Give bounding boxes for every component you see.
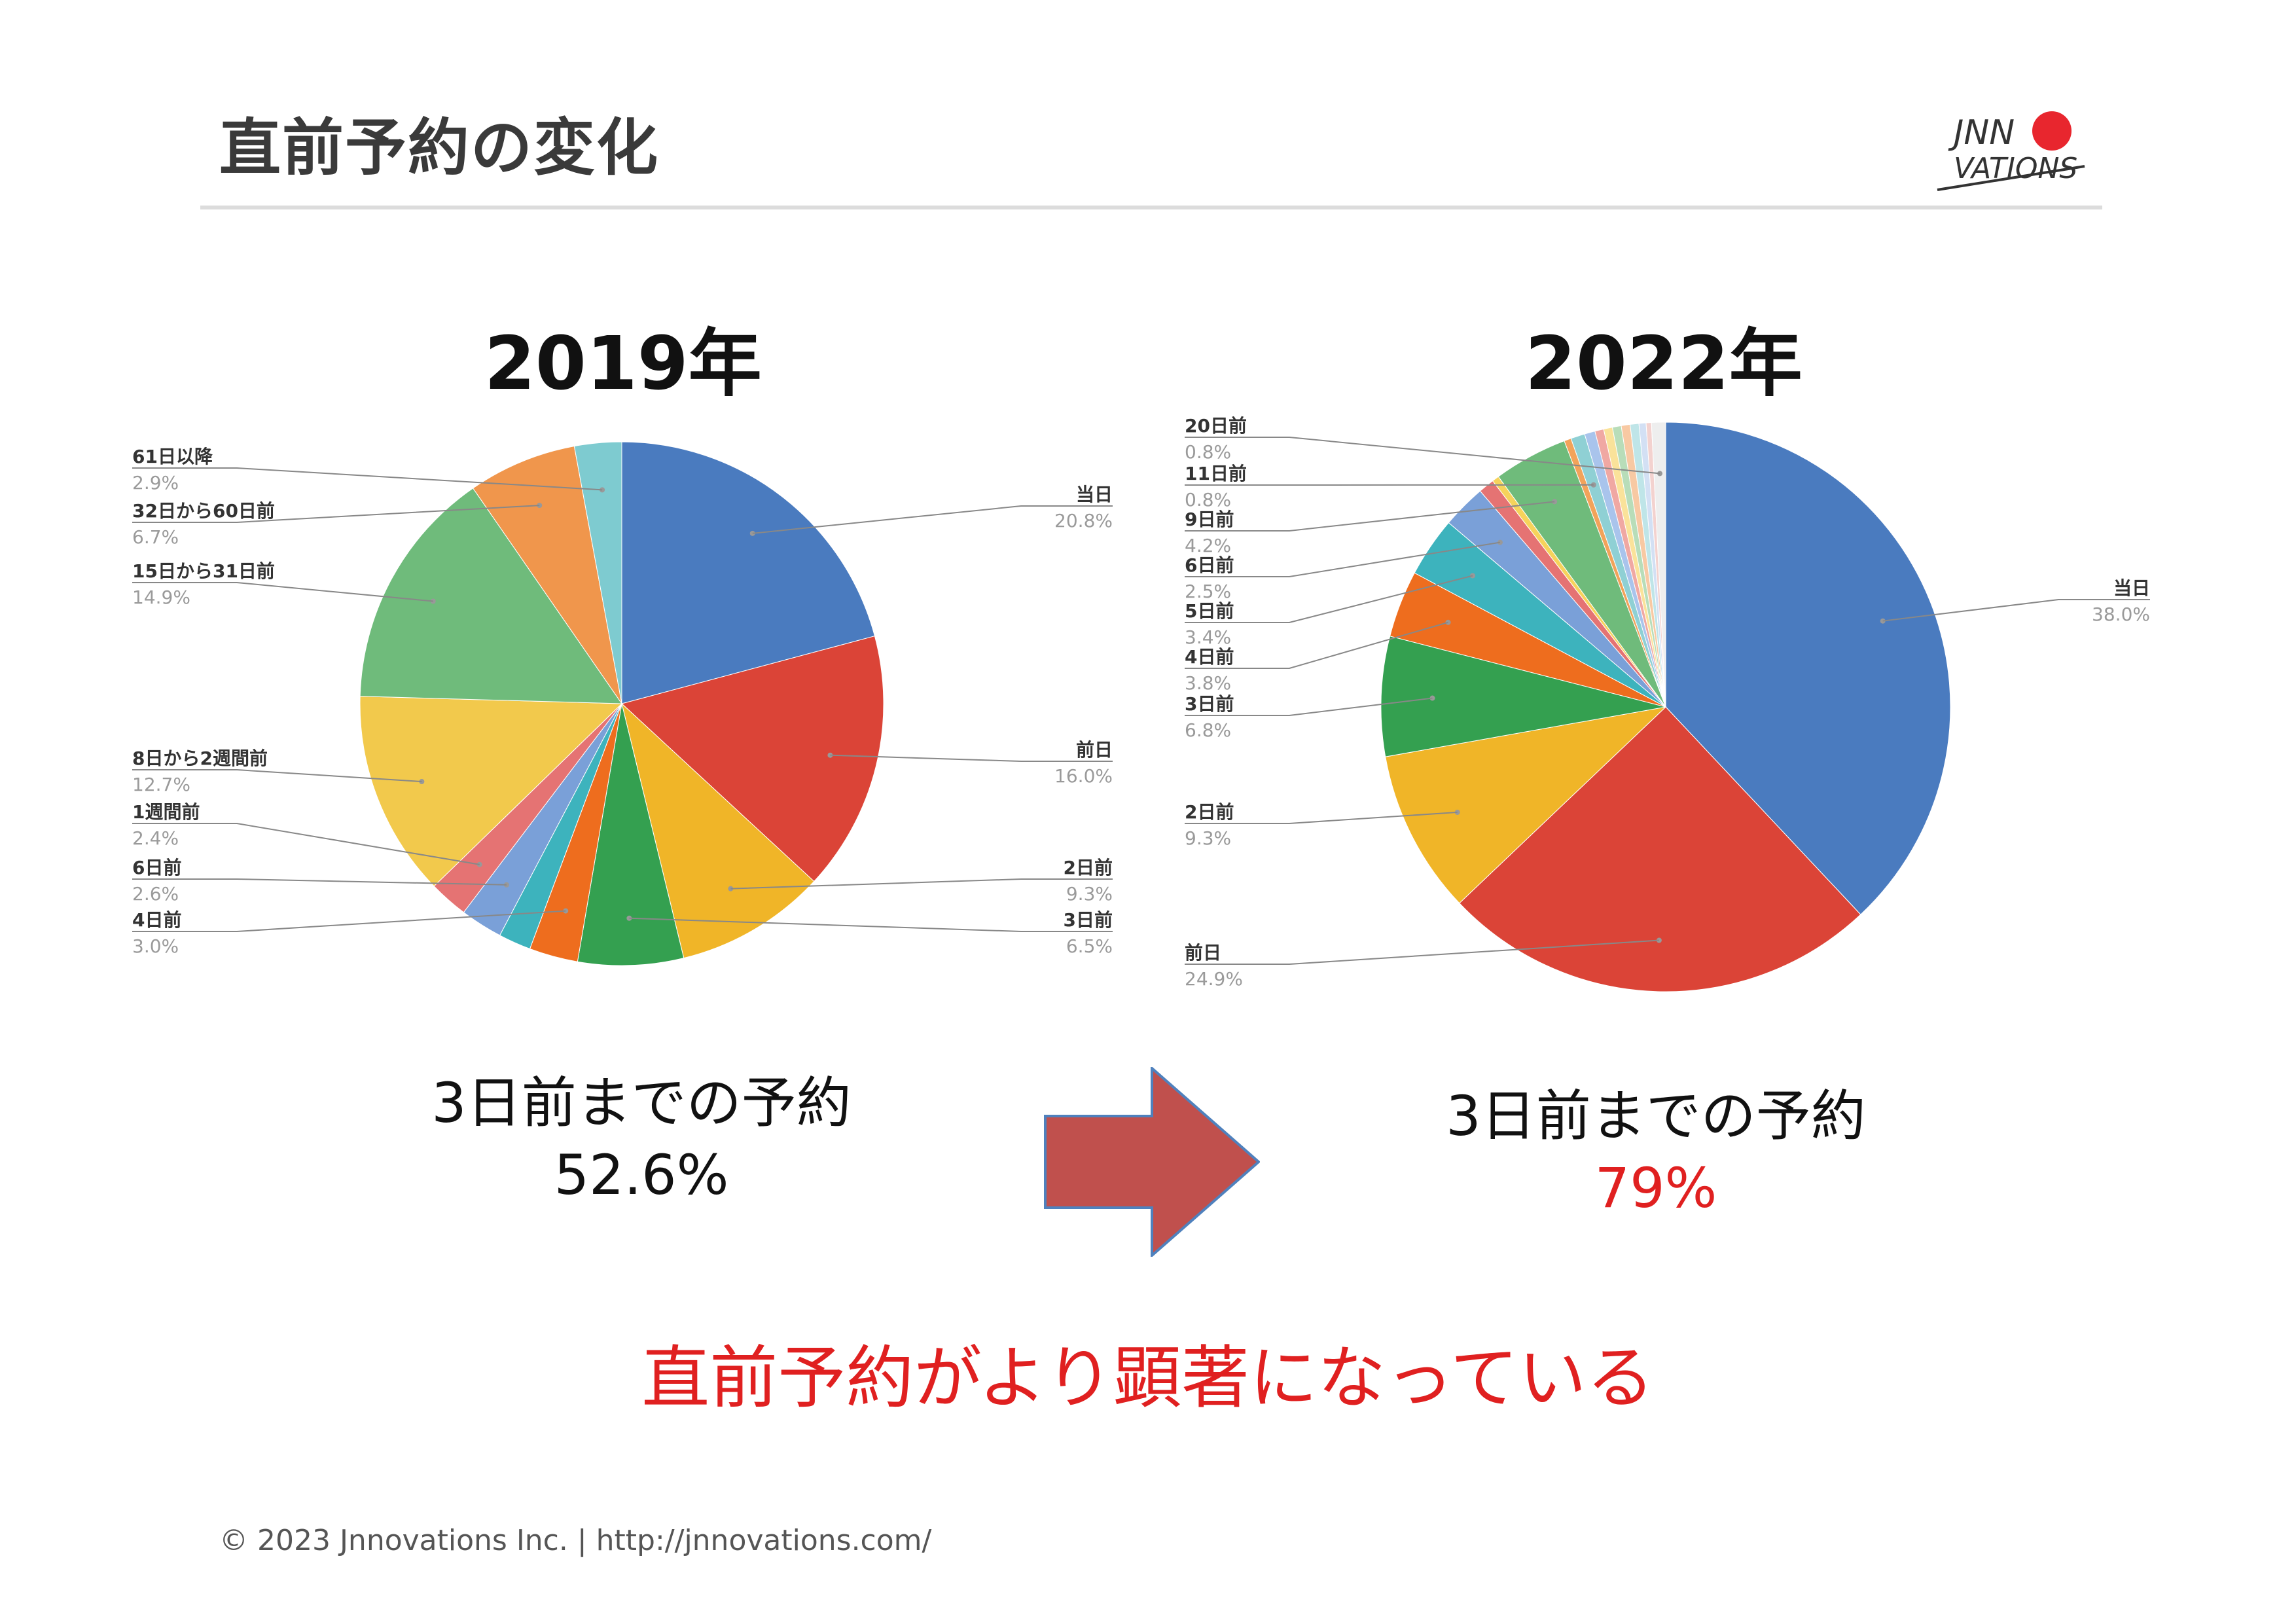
leader-line xyxy=(1185,621,1448,669)
chart-title-2022: 2022年 xyxy=(1525,321,1803,406)
pie-slice xyxy=(1665,422,1951,915)
slice-value-label: 0.8% xyxy=(1185,441,1231,463)
slice-value-label: 3.8% xyxy=(1185,672,1231,694)
summary-2019: 3日前までの予約 52.6% xyxy=(380,1067,903,1211)
slice-value-label: 2.6% xyxy=(132,883,179,905)
slice-value-label: 3.4% xyxy=(1185,626,1231,648)
leader-line xyxy=(1185,501,1555,532)
logo-text-bottom: VATIONS xyxy=(1954,152,2077,185)
leader-line xyxy=(1185,437,1660,475)
slice-value-label: 6.5% xyxy=(1066,935,1113,957)
leader-line xyxy=(629,917,1113,932)
slice-name-label: 当日 xyxy=(2113,577,2150,599)
slice-value-label: 9.3% xyxy=(1185,827,1231,849)
pie-slice xyxy=(359,696,623,887)
leader-line xyxy=(132,910,566,932)
slice-name-label: 前日 xyxy=(1185,942,1221,964)
slice-name-label: 32日から60日前 xyxy=(132,500,275,522)
slice-name-label: 5日前 xyxy=(1185,600,1234,622)
chart-title-2019: 2019年 xyxy=(484,321,762,406)
logo-red-circle xyxy=(2032,111,2072,151)
leader-line xyxy=(132,769,422,783)
pie-slice xyxy=(577,703,685,966)
slice-name-label: 4日前 xyxy=(132,909,181,931)
logo-text-top: JNN xyxy=(1948,113,2015,153)
pie-group-2022: 当日 38.0% 前日 24.9% 2日前 9.3% 3日前 6.8% 4日前 3.8% 5日前 3.… xyxy=(1185,415,2150,992)
leader-line xyxy=(132,467,603,491)
summary-2019-label: 3日前までの予約 xyxy=(431,1071,852,1135)
conclusion-text: 直前予約がより顕著になっている xyxy=(641,1338,1655,1418)
slice-name-label: 6日前 xyxy=(132,857,181,878)
slice-value-label: 12.7% xyxy=(132,774,190,795)
slice-value-label: 38.0% xyxy=(2092,604,2150,625)
slide-title: 直前予約の変化 xyxy=(219,113,660,184)
pie-slice xyxy=(359,488,622,704)
leader-line xyxy=(730,878,1113,890)
slice-value-label: 2.9% xyxy=(132,472,179,494)
slice-name-label: 8日から2週間前 xyxy=(132,748,268,769)
slice-name-label: 3日前 xyxy=(1185,693,1234,715)
leader-line xyxy=(830,754,1113,762)
pie-slice xyxy=(1385,706,1667,904)
pie-slice xyxy=(472,446,622,704)
slice-name-label: 4日前 xyxy=(1185,646,1234,668)
leader-line xyxy=(132,582,433,602)
slice-name-label: 3日前 xyxy=(1064,909,1113,931)
pie-slice xyxy=(1651,422,1666,708)
slice-name-label: 61日以降 xyxy=(132,446,213,467)
logo-underline xyxy=(1937,165,2085,191)
slice-value-label: 2.5% xyxy=(1185,581,1231,602)
leader-line xyxy=(1185,939,1659,965)
leader-line xyxy=(132,505,540,523)
pie-slice xyxy=(621,702,815,959)
slice-name-label: 9日前 xyxy=(1185,509,1234,530)
slice-name-label: 6日前 xyxy=(1185,554,1234,576)
summary-2019-value: 52.6% xyxy=(554,1143,729,1207)
pie-slice xyxy=(1459,706,1861,992)
leader-line xyxy=(1185,541,1501,577)
leader-line xyxy=(132,823,480,865)
pie-slice xyxy=(1380,636,1666,757)
slice-value-label: 14.9% xyxy=(132,586,190,608)
slice-name-label: 1週間前 xyxy=(132,801,200,823)
right-arrow xyxy=(1044,1067,1260,1257)
slice-value-label: 16.0% xyxy=(1054,765,1113,787)
pie-slice xyxy=(573,441,622,704)
slice-value-label: 3.0% xyxy=(132,935,179,957)
summary-2022: 3日前までの予約 79% xyxy=(1394,1080,1918,1224)
pie-slice xyxy=(620,636,884,882)
slice-value-label: 6.8% xyxy=(1185,719,1231,741)
slice-name-label: 2日前 xyxy=(1064,857,1113,878)
pie-group-2019: 当日 20.8% 前日 16.0% 2日前 9.3% 3日前 6.5% 4日前 3.0% 6日前 2.… xyxy=(132,441,1113,966)
arrow-shape xyxy=(1044,1067,1260,1257)
company-logo: JNN VATIONS xyxy=(1937,111,2085,191)
leader-line xyxy=(132,878,507,886)
summary-2022-label: 3日前までの予約 xyxy=(1446,1084,1866,1148)
slice-value-label: 9.3% xyxy=(1066,883,1113,905)
leader-line xyxy=(1185,697,1433,716)
slice-value-label: 4.2% xyxy=(1185,535,1231,556)
slice-name-label: 20日前 xyxy=(1185,415,1247,437)
slice-value-label: 20.8% xyxy=(1054,510,1113,532)
slice-name-label: 15日から31日前 xyxy=(132,560,275,582)
slice-value-label: 24.9% xyxy=(1185,968,1243,990)
slice-name-label: 11日前 xyxy=(1185,463,1247,484)
pie-slice xyxy=(621,441,876,704)
title-divider xyxy=(200,206,2102,209)
slice-value-label: 2.4% xyxy=(132,827,179,849)
slice-name-label: 2日前 xyxy=(1185,801,1234,823)
leader-line xyxy=(1185,811,1458,824)
slice-value-label: 6.7% xyxy=(132,526,179,548)
summary-2022-value: 79% xyxy=(1594,1156,1717,1220)
leader-line xyxy=(752,505,1113,534)
slice-value-label: 0.8% xyxy=(1185,489,1231,511)
slice-name-label: 前日 xyxy=(1076,739,1113,761)
slice-name-label: 当日 xyxy=(1076,484,1113,505)
footer-copyright: © 2023 Jnnovations Inc. | http://jnnovat… xyxy=(219,1524,932,1557)
leader-line xyxy=(1185,575,1473,623)
leader-line xyxy=(1882,599,2150,622)
